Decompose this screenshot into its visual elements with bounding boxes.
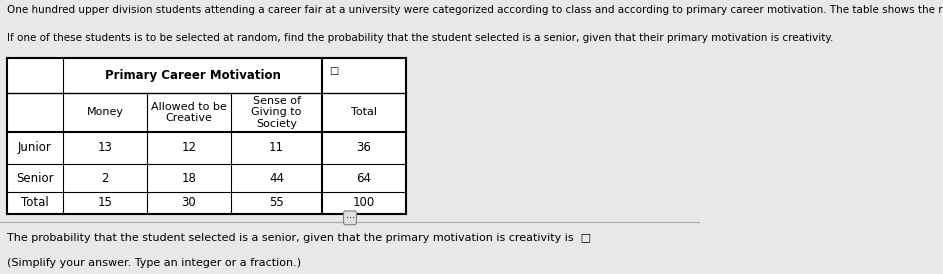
Text: Junior: Junior bbox=[18, 141, 52, 155]
Text: Money: Money bbox=[87, 107, 124, 117]
Text: (Simplify your answer. Type an integer or a fraction.): (Simplify your answer. Type an integer o… bbox=[7, 258, 301, 267]
Text: Allowed to be
Creative: Allowed to be Creative bbox=[151, 102, 227, 123]
Text: 2: 2 bbox=[101, 172, 108, 185]
Text: 15: 15 bbox=[97, 196, 112, 209]
Text: 30: 30 bbox=[182, 196, 196, 209]
Text: Sense of
Giving to
Society: Sense of Giving to Society bbox=[252, 96, 302, 129]
Text: The probability that the student selected is a senior, given that the primary mo: The probability that the student selecte… bbox=[7, 233, 591, 243]
Text: ···: ··· bbox=[345, 213, 355, 223]
Text: 12: 12 bbox=[181, 141, 196, 155]
Text: 18: 18 bbox=[182, 172, 196, 185]
Text: Total: Total bbox=[21, 196, 49, 209]
Text: Total: Total bbox=[351, 107, 377, 117]
Text: □: □ bbox=[329, 66, 339, 76]
Text: 11: 11 bbox=[269, 141, 284, 155]
Text: 36: 36 bbox=[356, 141, 372, 155]
Text: One hundred upper division students attending a career fair at a university were: One hundred upper division students atte… bbox=[7, 5, 943, 15]
Text: 44: 44 bbox=[269, 172, 284, 185]
Text: 64: 64 bbox=[356, 172, 372, 185]
Text: 55: 55 bbox=[269, 196, 284, 209]
Text: Senior: Senior bbox=[16, 172, 54, 185]
FancyBboxPatch shape bbox=[7, 58, 406, 214]
Text: If one of these students is to be selected at random, find the probability that : If one of these students is to be select… bbox=[7, 33, 834, 43]
Text: Primary Career Motivation: Primary Career Motivation bbox=[105, 69, 280, 82]
Text: 13: 13 bbox=[97, 141, 112, 155]
Text: 100: 100 bbox=[353, 196, 375, 209]
